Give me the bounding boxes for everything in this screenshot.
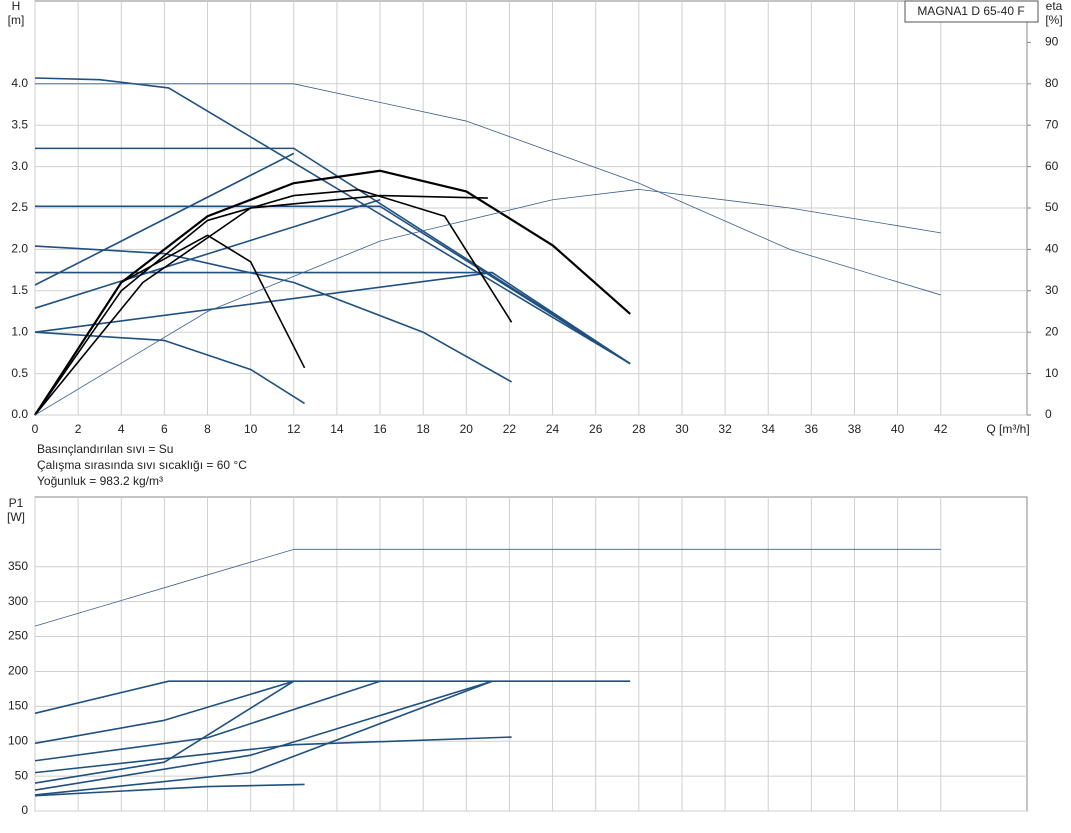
y-axis-label: [W]	[7, 510, 25, 524]
x-tick-label: 2	[75, 422, 82, 436]
y-tick-label: 2.0	[11, 242, 28, 256]
curve	[34, 680, 631, 715]
y-tick-label: 300	[8, 594, 28, 608]
x-tick-label: 0	[32, 422, 39, 436]
x-tick-label: 30	[675, 422, 689, 436]
y-axis-label: P1	[9, 496, 24, 510]
curve	[35, 205, 631, 365]
x-tick-label: 40	[891, 422, 905, 436]
x-tick-label: 34	[762, 422, 776, 436]
y-tick-label: 150	[8, 699, 28, 713]
x-tick-label: 26	[589, 422, 603, 436]
y-tick-label: 100	[8, 733, 28, 747]
x-tick-label: 18	[416, 422, 430, 436]
x-tick-label: 10	[244, 422, 258, 436]
y2-tick-label: 60	[1045, 159, 1059, 173]
x-tick-label: 16	[373, 422, 387, 436]
y-axis-label: [m]	[8, 13, 25, 27]
y-tick-label: 0	[21, 803, 28, 817]
annotation: Basınçlandırılan sıvı = Su	[37, 442, 173, 456]
y-tick-label: 0.5	[11, 366, 28, 380]
plot-area	[34, 496, 1028, 812]
curve	[34, 548, 941, 627]
curve	[34, 783, 305, 797]
y-axis-label: H	[12, 0, 21, 13]
curve	[34, 680, 381, 762]
x-tick-label: 8	[204, 422, 211, 436]
annotation: Yoğunluk = 983.2 kg/m³	[37, 474, 163, 488]
y2-tick-label: 80	[1045, 76, 1059, 90]
product-label: MAGNA1 D 65-40 F	[917, 4, 1024, 18]
curve	[34, 194, 488, 416]
y2-tick-label: 20	[1045, 324, 1059, 338]
y-tick-label: 50	[15, 768, 29, 782]
y2-axis-label: eta	[1046, 0, 1063, 13]
curve	[34, 736, 512, 774]
y-tick-label: 250	[8, 629, 28, 643]
y-tick-label: 1.0	[11, 324, 28, 338]
y-tick-label: 3.5	[11, 117, 28, 131]
x-tick-label: 42	[934, 422, 948, 436]
curve	[34, 680, 295, 784]
y2-axis-label: [%]	[1045, 13, 1062, 27]
curve	[34, 680, 295, 745]
y2-tick-label: 50	[1045, 200, 1059, 214]
y-tick-label: 350	[8, 559, 28, 573]
y2-tick-label: 40	[1045, 242, 1059, 256]
x-tick-label: 12	[287, 422, 301, 436]
x-axis-label: Q [m³/h]	[986, 422, 1029, 436]
y2-tick-label: 30	[1045, 283, 1059, 297]
curve	[34, 198, 381, 309]
curve	[34, 245, 512, 383]
x-tick-label: 38	[848, 422, 862, 436]
x-tick-label: 28	[632, 422, 646, 436]
y-tick-label: 1.5	[11, 283, 28, 297]
y2-tick-label: 0	[1045, 407, 1052, 421]
x-tick-label: 22	[503, 422, 517, 436]
curve	[34, 169, 631, 416]
y-tick-label: 3.0	[11, 159, 28, 173]
y-tick-label: 200	[8, 664, 28, 678]
y-tick-label: 4.0	[11, 76, 28, 90]
x-tick-label: 14	[330, 422, 344, 436]
annotation: Çalışma sırasında sıvı sıcaklığı = 60 °C	[37, 458, 247, 472]
y-tick-label: 2.5	[11, 200, 28, 214]
x-tick-label: 24	[546, 422, 560, 436]
curve	[34, 234, 306, 416]
curve	[35, 83, 941, 296]
curve	[34, 188, 513, 416]
y2-tick-label: 90	[1045, 35, 1059, 49]
curve	[35, 147, 631, 365]
x-tick-label: 6	[161, 422, 168, 436]
curve	[35, 271, 631, 365]
y-tick-label: 0.0	[11, 407, 28, 421]
x-tick-label: 4	[118, 422, 125, 436]
curve	[34, 188, 941, 416]
x-tick-label: 32	[718, 422, 732, 436]
curve	[34, 152, 295, 286]
curve	[34, 680, 493, 796]
y2-tick-label: 70	[1045, 117, 1059, 131]
x-tick-label: 36	[805, 422, 819, 436]
curve	[34, 680, 493, 791]
y2-tick-label: 10	[1045, 366, 1059, 380]
x-tick-label: 20	[460, 422, 474, 436]
product-box	[904, 0, 1039, 23]
